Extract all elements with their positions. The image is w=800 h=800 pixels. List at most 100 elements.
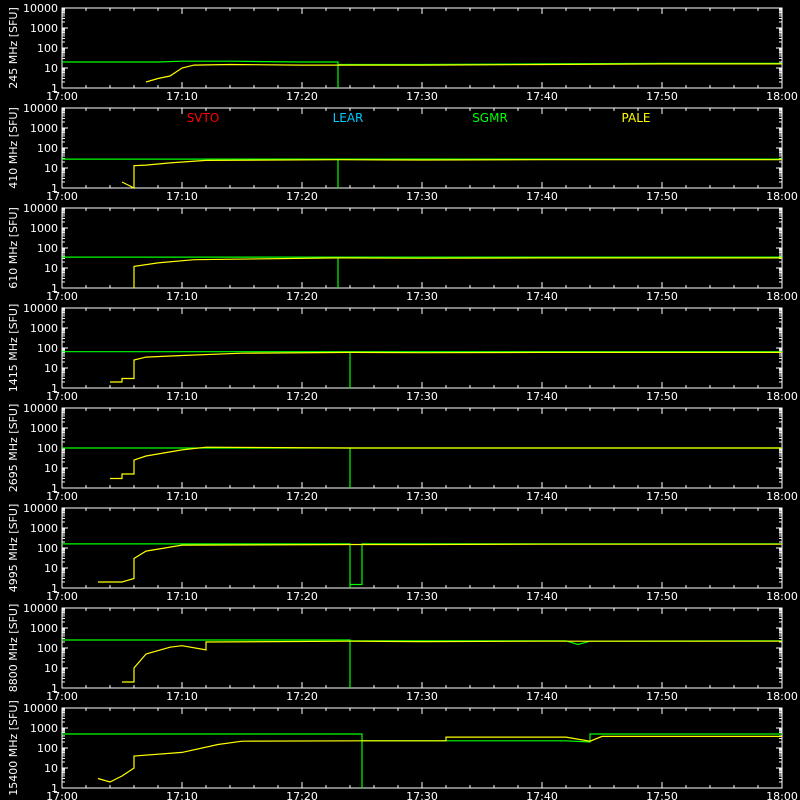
y-tick-label: 1 bbox=[51, 682, 58, 695]
y-tick-label: 1 bbox=[51, 782, 58, 795]
y-tick-label: 1000 bbox=[30, 222, 58, 235]
y-tick-label: 1 bbox=[51, 382, 58, 395]
y-tick-label: 10000 bbox=[23, 2, 58, 15]
series-line-sgmr bbox=[62, 158, 782, 188]
y-axis-label: 4995 MHz [SFU] bbox=[7, 504, 20, 592]
y-tick-label: 1000 bbox=[30, 722, 58, 735]
x-tick-label: 17:20 bbox=[286, 290, 318, 303]
x-tick-label: 17:40 bbox=[526, 590, 558, 603]
x-tick-label: 17:40 bbox=[526, 190, 558, 203]
panel: 1 10 100 1000 10000 17:00 17:10 17:20 17:30 17:40… bbox=[7, 700, 798, 800]
y-axis-label: 2695 MHz [SFU] bbox=[7, 404, 20, 492]
y-tick-label: 10 bbox=[44, 362, 58, 375]
plot-frame bbox=[61, 607, 783, 689]
x-tick-label: 17:10 bbox=[166, 690, 198, 703]
y-tick-label: 10000 bbox=[23, 202, 58, 215]
y-tick-label: 100 bbox=[37, 442, 58, 455]
panel: 1 10 100 1000 10000 17:00 17:10 17:20 17:30 17:40… bbox=[7, 602, 798, 703]
y-tick-label: 1000 bbox=[30, 122, 58, 135]
x-tick-label: 18:00 bbox=[766, 90, 798, 103]
x-tick-label: 17:40 bbox=[526, 490, 558, 503]
series-line-pale bbox=[110, 446, 782, 480]
y-tick-label: 10000 bbox=[23, 702, 58, 715]
legend-entry-svto: SVTO bbox=[187, 111, 220, 125]
y-tick-label: 1 bbox=[51, 482, 58, 495]
x-tick-label: 17:10 bbox=[166, 290, 198, 303]
x-tick-label: 17:50 bbox=[646, 790, 678, 800]
x-tick-label: 17:30 bbox=[406, 590, 438, 603]
y-tick-label: 10 bbox=[44, 162, 58, 175]
x-tick-label: 17:30 bbox=[406, 390, 438, 403]
x-tick-label: 17:40 bbox=[526, 90, 558, 103]
y-tick-label: 100 bbox=[37, 642, 58, 655]
y-tick-label: 100 bbox=[37, 242, 58, 255]
y-tick-label: 1000 bbox=[30, 622, 58, 635]
y-tick-label: 10000 bbox=[23, 102, 58, 115]
x-tick-label: 17:30 bbox=[406, 690, 438, 703]
panel: 1 10 100 1000 10000 17:00 17:10 17:20 17:30 17:40… bbox=[7, 502, 798, 603]
x-tick-label: 17:30 bbox=[406, 290, 438, 303]
legend-entry-pale: PALE bbox=[622, 111, 651, 125]
x-tick-label: 17:10 bbox=[166, 790, 198, 800]
x-tick-label: 17:30 bbox=[406, 490, 438, 503]
y-tick-label: 10000 bbox=[23, 502, 58, 515]
series-line-pale bbox=[97, 735, 782, 783]
x-tick-label: 17:00 bbox=[46, 90, 78, 103]
x-tick-label: 17:30 bbox=[406, 90, 438, 103]
y-axis-label: 15400 MHz [SFU] bbox=[7, 700, 20, 795]
x-tick-label: 17:40 bbox=[526, 290, 558, 303]
x-tick-label: 17:50 bbox=[646, 690, 678, 703]
x-tick-label: 17:10 bbox=[166, 90, 198, 103]
x-tick-label: 17:10 bbox=[166, 190, 198, 203]
y-axis-label: 8800 MHz [SFU] bbox=[7, 604, 20, 692]
plot-frame bbox=[61, 707, 783, 789]
panel: 1 10 100 1000 10000 17:00 17:10 17:20 17:30 17:40… bbox=[7, 2, 798, 103]
y-tick-label: 100 bbox=[37, 42, 58, 55]
x-tick-label: 17:20 bbox=[286, 90, 318, 103]
x-tick-label: 18:00 bbox=[766, 690, 798, 703]
x-tick-label: 17:30 bbox=[406, 190, 438, 203]
y-axis-label: 245 MHz [SFU] bbox=[7, 7, 20, 88]
y-tick-label: 10000 bbox=[23, 302, 58, 315]
y-tick-label: 10000 bbox=[23, 402, 58, 415]
x-tick-label: 17:00 bbox=[46, 390, 78, 403]
y-tick-label: 1000 bbox=[30, 522, 58, 535]
series-line-pale bbox=[98, 543, 782, 583]
x-tick-label: 17:10 bbox=[166, 490, 198, 503]
x-tick-label: 17:20 bbox=[286, 790, 318, 800]
x-tick-label: 18:00 bbox=[766, 390, 798, 403]
x-tick-label: 17:00 bbox=[46, 790, 78, 800]
y-tick-label: 1000 bbox=[30, 22, 58, 35]
y-tick-label: 10 bbox=[44, 62, 58, 75]
y-tick-label: 100 bbox=[37, 342, 58, 355]
y-tick-label: 10 bbox=[44, 662, 58, 675]
y-tick-label: 10000 bbox=[23, 602, 58, 615]
x-tick-label: 18:00 bbox=[766, 490, 798, 503]
series-line-sgmr bbox=[62, 733, 782, 788]
y-tick-label: 100 bbox=[37, 142, 58, 155]
y-axis-label: 610 MHz [SFU] bbox=[7, 207, 20, 288]
y-tick-label: 100 bbox=[37, 742, 58, 755]
series-line-pale bbox=[121, 159, 782, 189]
y-tick-label: 10 bbox=[44, 762, 58, 775]
x-tick-label: 17:10 bbox=[166, 390, 198, 403]
series-line-sgmr bbox=[62, 543, 782, 588]
x-tick-label: 17:20 bbox=[286, 490, 318, 503]
y-tick-label: 10 bbox=[44, 262, 58, 275]
panel: 1 10 100 1000 10000 17:00 17:10 17:20 17:30 17:40… bbox=[7, 202, 798, 303]
series-line-sgmr bbox=[62, 351, 782, 388]
plot-frame bbox=[61, 107, 783, 189]
x-tick-label: 17:30 bbox=[406, 790, 438, 800]
x-tick-label: 17:20 bbox=[286, 190, 318, 203]
x-tick-label: 17:00 bbox=[46, 190, 78, 203]
y-tick-label: 1 bbox=[51, 82, 58, 95]
x-tick-label: 17:00 bbox=[46, 490, 78, 503]
y-tick-label: 10 bbox=[44, 562, 58, 575]
series-line-sgmr bbox=[62, 256, 782, 288]
x-tick-label: 17:00 bbox=[46, 690, 78, 703]
series-line-pale bbox=[145, 63, 782, 83]
plot-frame bbox=[61, 207, 783, 289]
y-tick-label: 1000 bbox=[30, 322, 58, 335]
panel: 1 10 100 1000 10000 17:00 17:10 17:20 17:30 17:40… bbox=[7, 302, 798, 403]
